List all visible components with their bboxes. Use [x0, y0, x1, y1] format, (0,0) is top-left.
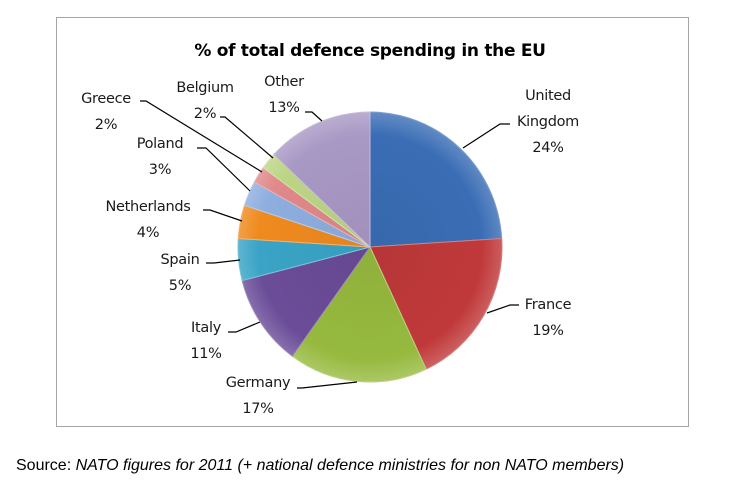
slice-label: France — [525, 297, 572, 313]
slice-label: Belgium — [176, 80, 233, 96]
pie-slice-germany — [291, 246, 427, 383]
slice-label: Greece — [81, 91, 131, 107]
slice-label: Poland — [137, 136, 184, 152]
leader-line — [206, 259, 241, 264]
pie-slice-france — [369, 237, 503, 370]
slice-value-label: 11% — [190, 346, 221, 362]
slice-value-label: 5% — [169, 278, 191, 294]
leader-line — [297, 381, 358, 389]
leader-line — [305, 111, 323, 122]
leader-line — [203, 209, 243, 222]
source-prefix: Source: — [16, 457, 72, 474]
leader-line — [486, 304, 519, 314]
slice-value-label: 4% — [137, 225, 159, 241]
pie-slice-other — [273, 111, 371, 249]
slice-value-label: 2% — [194, 106, 216, 122]
pie-slice-italy — [241, 246, 372, 357]
slice-label: United — [525, 88, 571, 104]
leader-line — [197, 147, 251, 192]
pie-slice-united-kingdom — [369, 111, 503, 248]
leader-line — [220, 116, 274, 159]
slice-label: Italy — [191, 320, 222, 336]
slice-label: Other — [264, 74, 304, 90]
slice-label: Spain — [160, 252, 199, 268]
slice-value-label: 3% — [149, 162, 171, 178]
source-text: NATO figures for 2011 (+ national defenc… — [75, 457, 625, 474]
slice-value-label: 24% — [532, 140, 563, 156]
slice-label: Germany — [226, 375, 291, 391]
slice-label: Kingdom — [517, 114, 579, 130]
leader-line — [228, 321, 261, 333]
leader-line — [462, 123, 510, 149]
pie-chart: % of total defence spending in the EU Un… — [81, 41, 579, 417]
slice-value-label: 13% — [268, 100, 299, 116]
source-note: Source: NATO figures for 2011 (+ nationa… — [16, 457, 624, 475]
slice-label: Netherlands — [105, 199, 190, 215]
slice-value-label: 19% — [532, 323, 563, 339]
leader-line — [140, 100, 263, 173]
chart-title: % of total defence spending in the EU — [194, 41, 545, 61]
slice-value-label: 2% — [95, 117, 117, 133]
slice-value-label: 17% — [242, 401, 273, 417]
